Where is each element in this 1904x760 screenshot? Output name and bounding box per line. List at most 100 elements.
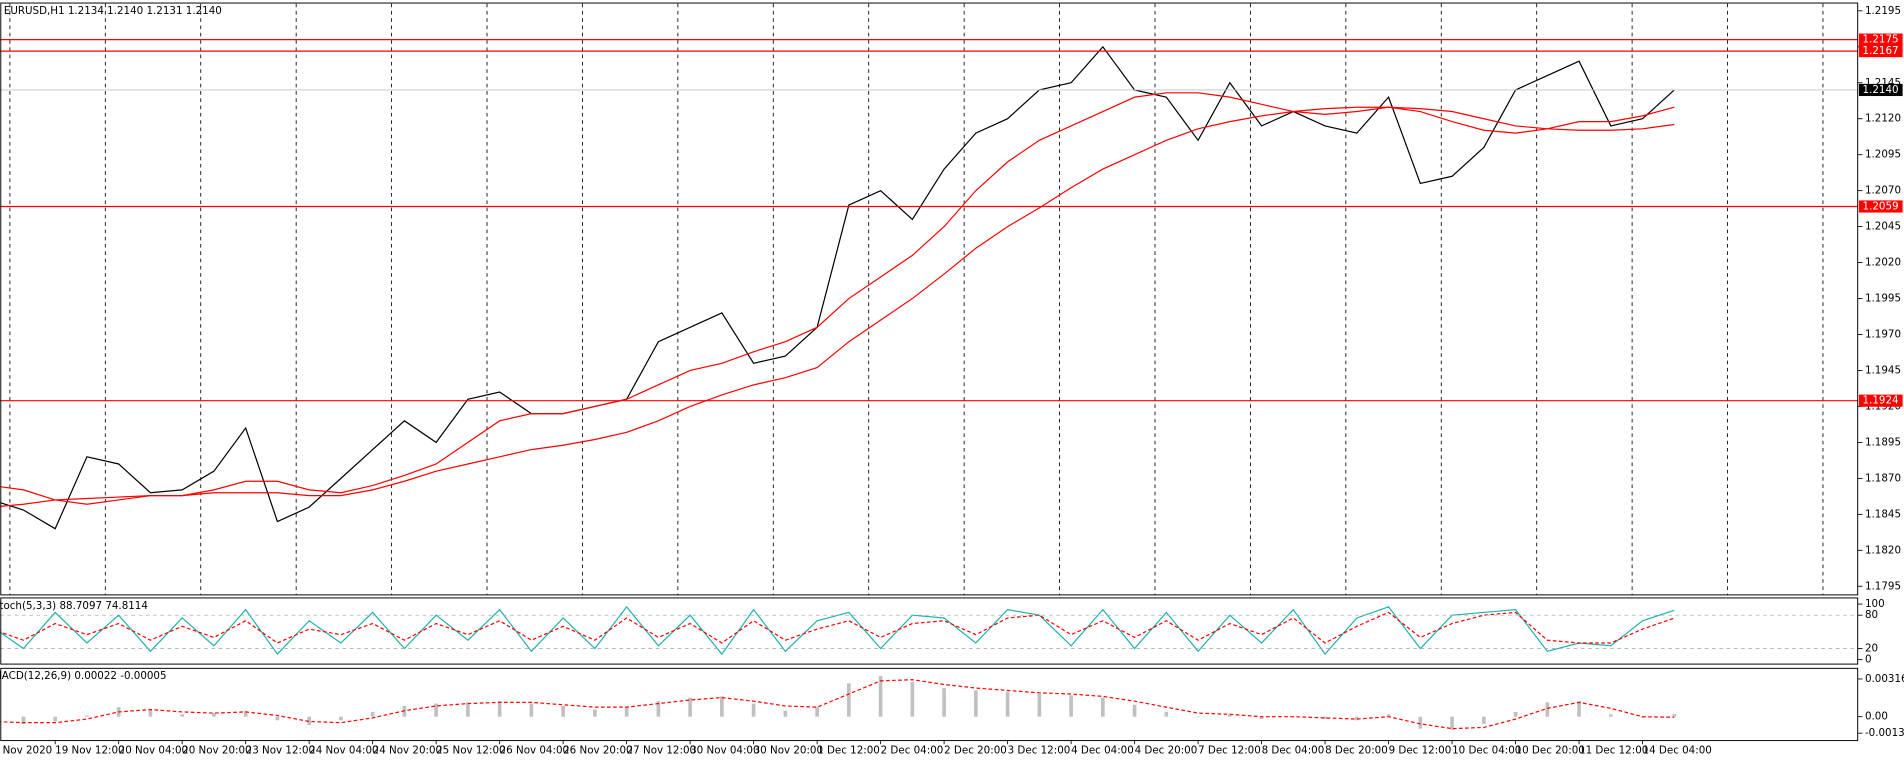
histogram-bar xyxy=(1164,711,1169,717)
histogram-bar xyxy=(1005,691,1010,717)
histogram-bar xyxy=(878,676,883,717)
x-tick-label: Nov 2020 xyxy=(3,744,53,756)
panel-title: MACD(12,26,9) 0.00022 -0.00005 xyxy=(0,670,167,682)
histogram-bar xyxy=(1196,716,1200,718)
level-label: 1.2175 xyxy=(1863,34,1899,46)
last-price-label: 1.2140 xyxy=(1863,84,1899,96)
histogram-bar xyxy=(180,714,184,717)
histogram-bar xyxy=(1418,716,1423,729)
histogram-bar xyxy=(1577,701,1581,717)
x-tick-label: 2 Dec 04:00 xyxy=(881,744,944,756)
histogram-bar xyxy=(688,697,692,717)
level-tag xyxy=(1858,394,1903,407)
histogram-bar xyxy=(1672,714,1677,717)
series-line xyxy=(0,106,1675,507)
histogram-bar xyxy=(243,710,248,717)
level-tag xyxy=(1858,45,1903,58)
panel-title: EURUSD,H1 1.2134 1.2140 1.2131 1.2140 xyxy=(4,5,222,17)
histogram-bar xyxy=(1101,697,1105,717)
y-tick-label: 1.1870 xyxy=(1865,472,1901,484)
y-tick-label: 20 xyxy=(1865,643,1878,655)
x-tick-label: 9 Dec 12:00 xyxy=(1389,744,1452,756)
y-tick-label: 1.1795 xyxy=(1865,580,1901,592)
y-tick-label: 1.1895 xyxy=(1865,436,1901,448)
x-tick-label: 20 Nov 20:00 xyxy=(182,744,251,756)
histogram-bar xyxy=(370,711,375,717)
histogram-bar xyxy=(815,707,819,717)
histogram-bar xyxy=(212,713,216,717)
histogram-bar xyxy=(1132,704,1137,717)
series-line xyxy=(0,45,1675,530)
histogram-bar xyxy=(593,709,597,717)
histogram-bar xyxy=(624,707,629,717)
x-tick-label: 26 Nov 20:00 xyxy=(563,744,632,756)
series-line xyxy=(0,611,1675,644)
histogram-bar xyxy=(1259,716,1264,720)
y-tick-label: 1.2120 xyxy=(1865,113,1901,125)
y-tick-label: 1.2095 xyxy=(1865,149,1901,161)
x-tick-label: 30 Nov 04:00 xyxy=(690,744,759,756)
x-tick-label: 4 Dec 04:00 xyxy=(1071,744,1134,756)
histogram-bar xyxy=(1037,694,1042,717)
histogram-bar xyxy=(1069,695,1073,717)
histogram-bar xyxy=(148,709,153,717)
x-tick-label: 24 Nov 04:00 xyxy=(309,744,378,756)
y-tick-label: 1.1845 xyxy=(1865,508,1901,520)
x-tick-label: 24 Nov 20:00 xyxy=(373,744,442,756)
x-tick-label: 8 Dec 20:00 xyxy=(1325,744,1388,756)
level-label: 1.2059 xyxy=(1863,200,1899,212)
y-tick-label: 100 xyxy=(1865,598,1885,610)
histogram-bar xyxy=(1228,714,1232,717)
panel xyxy=(0,676,1677,730)
x-tick-label: 1 Dec 12:00 xyxy=(817,744,880,756)
x-tick-label: 8 Dec 04:00 xyxy=(1262,744,1325,756)
y-tick-label: 1.2020 xyxy=(1865,257,1901,269)
x-tick-label: 10 Dec 20:00 xyxy=(1516,744,1585,756)
y-tick-label: 1.2045 xyxy=(1865,221,1901,233)
histogram-bar xyxy=(1355,716,1359,721)
histogram-bar xyxy=(910,682,915,717)
panel-title: Stoch(5,3,3) 88.7097 74.8114 xyxy=(0,600,148,612)
level-label: 1.2167 xyxy=(1863,45,1899,57)
panel xyxy=(0,3,1824,595)
histogram-bar xyxy=(720,696,724,717)
y-tick-label: 1.2195 xyxy=(1865,5,1901,17)
histogram-bar xyxy=(21,716,26,724)
histogram-bar xyxy=(942,688,946,717)
x-tick-label: 7 Dec 12:00 xyxy=(1198,744,1261,756)
y-tick-label: 1.2070 xyxy=(1865,185,1901,197)
histogram-bar xyxy=(1545,702,1550,717)
histogram-bar xyxy=(466,702,470,717)
x-tick-label: 26 Nov 04:00 xyxy=(500,744,569,756)
series-line xyxy=(0,679,1675,730)
y-tick-label: 0.00 xyxy=(1865,711,1888,723)
last-price-tag xyxy=(1858,83,1903,97)
y-tick-label: 1.1995 xyxy=(1865,293,1901,305)
histogram-bar xyxy=(339,716,343,721)
histogram-bar xyxy=(85,715,89,717)
histogram-bar xyxy=(1323,716,1327,720)
histogram-bar xyxy=(1386,714,1391,717)
level-tag xyxy=(1858,33,1903,46)
histogram-bar xyxy=(751,703,756,717)
x-tick-label: 10 Dec 04:00 xyxy=(1452,744,1521,756)
histogram-bar xyxy=(1450,716,1454,730)
y-tick-label: 1.1945 xyxy=(1865,364,1901,376)
histogram-bar xyxy=(307,716,311,726)
x-tick-label: 20 Nov 04:00 xyxy=(119,744,188,756)
panel xyxy=(0,605,1675,656)
y-tick-label: 1.1820 xyxy=(1865,544,1901,556)
histogram-bar xyxy=(783,710,788,717)
histogram-bar xyxy=(497,701,502,717)
histogram-bar xyxy=(275,716,280,721)
level-tag xyxy=(1858,200,1903,213)
histogram-bar xyxy=(1481,716,1486,724)
panel-frame xyxy=(0,2,1859,596)
series-line xyxy=(0,605,1675,656)
y-tick-label: 1.1970 xyxy=(1865,329,1901,341)
panel-frame xyxy=(0,667,1859,742)
histogram-bar xyxy=(561,705,565,717)
y-tick-label: 0 xyxy=(1865,654,1872,666)
